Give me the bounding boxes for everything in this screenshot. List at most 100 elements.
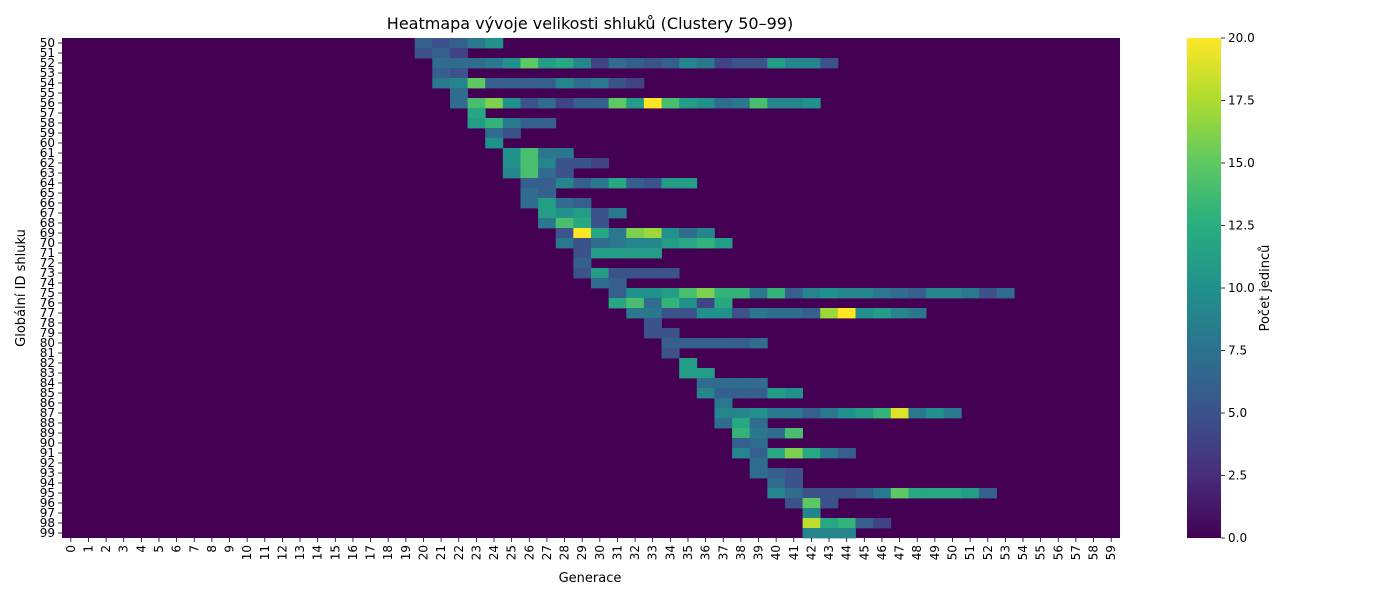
heatmap-cell — [926, 408, 945, 419]
heatmap-cell — [520, 78, 539, 89]
heatmap-cell — [538, 178, 557, 189]
y-tick-label: 75 — [40, 286, 55, 300]
heatmap-cell — [714, 98, 733, 109]
y-tick-label: 91 — [40, 446, 55, 460]
x-tick-label: 59 — [1104, 545, 1118, 560]
heatmap-cell — [555, 58, 574, 69]
heatmap-cell — [855, 488, 874, 499]
heatmap-cell — [573, 198, 592, 209]
heatmap-cell — [784, 408, 803, 419]
heatmap-cell — [573, 248, 592, 259]
x-tick-label: 37 — [716, 545, 730, 560]
heatmap-cell — [643, 308, 662, 319]
y-tick-label: 50 — [40, 36, 55, 50]
heatmap-cell — [449, 38, 468, 49]
heatmap-cell — [732, 408, 751, 419]
heatmap-cell — [696, 58, 715, 69]
x-tick-label: 10 — [240, 545, 254, 560]
heatmap-cell — [502, 98, 521, 109]
heatmap-cell — [679, 98, 698, 109]
heatmap-cell — [608, 268, 627, 279]
x-tick-label: 15 — [328, 545, 342, 560]
y-tick-label: 95 — [40, 486, 55, 500]
heatmap-cell — [520, 178, 539, 189]
y-tick-label: 68 — [40, 216, 55, 230]
heatmap-cell — [767, 98, 786, 109]
heatmap-cell — [626, 98, 645, 109]
heatmap-cell — [802, 308, 821, 319]
y-tick-label: 65 — [40, 186, 55, 200]
y-tick-label: 86 — [40, 396, 55, 410]
heatmap-cell — [749, 428, 768, 439]
heatmap-cell — [538, 98, 557, 109]
heatmap-cell — [767, 308, 786, 319]
heatmap-cell — [608, 58, 627, 69]
heatmap-cell — [555, 198, 574, 209]
heatmap-cell — [908, 308, 927, 319]
heatmap-cell — [643, 318, 662, 329]
heatmap-cell — [908, 288, 927, 299]
y-tick-label: 88 — [40, 416, 55, 430]
heatmap-cell — [573, 98, 592, 109]
heatmap-cell — [767, 428, 786, 439]
x-tick-label: 9 — [223, 545, 237, 553]
y-tick-label: 69 — [40, 226, 55, 240]
heatmap-cell — [696, 388, 715, 399]
x-tick-label: 23 — [469, 545, 483, 560]
heatmap-cell — [573, 268, 592, 279]
x-tick-label: 28 — [558, 545, 572, 560]
y-tick-label: 96 — [40, 496, 55, 510]
heatmap-cell — [608, 208, 627, 219]
heatmap-cell — [661, 288, 680, 299]
heatmap-cells — [62, 38, 1120, 539]
x-axis-label: Generace — [559, 571, 622, 586]
heatmap-cell — [749, 458, 768, 469]
heatmap-cell — [538, 148, 557, 159]
heatmap-cell — [873, 488, 892, 499]
heatmap-cell — [626, 238, 645, 249]
y-tick-label: 58 — [40, 116, 55, 130]
heatmap-cell — [467, 108, 486, 119]
heatmap-cell — [591, 248, 610, 259]
heatmap-cell — [538, 208, 557, 219]
heatmap-cell — [802, 528, 821, 539]
y-tick-label: 60 — [40, 136, 55, 150]
heatmap-cell — [714, 398, 733, 409]
x-tick-label: 50 — [945, 545, 959, 560]
heatmap-cell — [714, 388, 733, 399]
heatmap-cell — [555, 228, 574, 239]
heatmap-cell — [591, 218, 610, 229]
y-tick-label: 53 — [40, 66, 55, 80]
heatmap-cell — [661, 268, 680, 279]
heatmap-cell — [890, 308, 909, 319]
x-tick-label: 56 — [1051, 545, 1065, 560]
heatmap-cell — [679, 358, 698, 369]
heatmap-cell — [996, 288, 1015, 299]
heatmap-cell — [449, 88, 468, 99]
heatmap-cell — [467, 38, 486, 49]
heatmap-cell — [538, 198, 557, 209]
heatmap-cell — [608, 228, 627, 239]
heatmap-cell — [679, 238, 698, 249]
heatmap-cell — [608, 178, 627, 189]
heatmap-cell — [784, 478, 803, 489]
heatmap-cell — [626, 308, 645, 319]
heatmap-cell — [608, 98, 627, 109]
heatmap-cell — [802, 408, 821, 419]
x-axis-ticks: 0 1 2 3 4 5 6 7 8 9 10 11 12 13 14 15 16 17 18 19 20 21 22 23 24… — [64, 538, 1118, 560]
x-tick-label: 46 — [875, 545, 889, 560]
colorbar-label: Počet jedinců — [1258, 245, 1273, 332]
x-tick-label: 3 — [117, 545, 131, 553]
colorbar-tick-label: 0.0 — [1228, 531, 1247, 545]
heatmap-cell — [626, 248, 645, 259]
heatmap-cell — [837, 518, 856, 529]
heatmap-cell — [538, 188, 557, 199]
heatmap-cell — [749, 58, 768, 69]
heatmap-cell — [696, 288, 715, 299]
heatmap-cell — [855, 518, 874, 529]
heatmap-cell — [573, 238, 592, 249]
heatmap-cell — [643, 98, 662, 109]
heatmap-cell — [485, 138, 504, 149]
heatmap-cell — [855, 408, 874, 419]
